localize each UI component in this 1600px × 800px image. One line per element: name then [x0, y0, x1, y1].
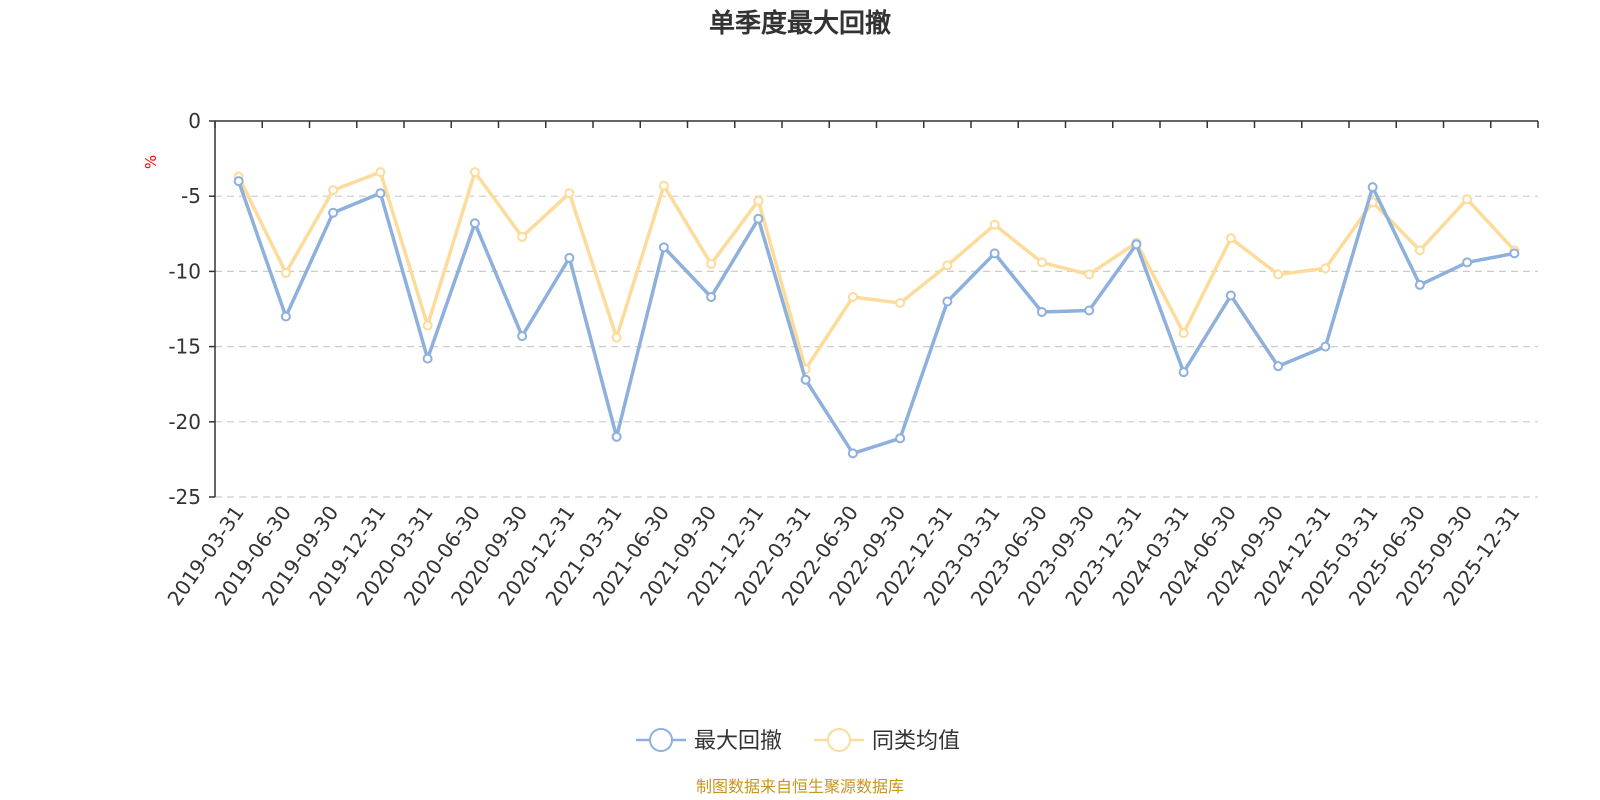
grid-lines	[215, 195, 1538, 498]
data-point[interactable]	[611, 431, 622, 442]
series-lines	[233, 167, 1520, 459]
y-tick-label: -5	[181, 184, 201, 208]
y-tick-label: -25	[168, 485, 201, 509]
data-point[interactable]	[706, 258, 717, 269]
data-point[interactable]	[1273, 269, 1284, 280]
legend-label: 最大回撤	[694, 729, 782, 754]
data-point[interactable]	[753, 213, 764, 224]
data-point[interactable]	[895, 433, 906, 444]
data-point[interactable]	[847, 448, 858, 459]
data-point[interactable]	[1178, 367, 1189, 378]
data-point[interactable]	[328, 207, 339, 218]
legend[interactable]: 最大回撤 同类均值	[636, 728, 960, 754]
y-tick-labels: 0 -5 -10 -15 -20 -25	[168, 109, 201, 509]
data-point[interactable]	[1320, 263, 1331, 274]
data-point[interactable]	[233, 176, 244, 187]
data-point[interactable]	[1036, 307, 1047, 318]
data-point[interactable]	[1225, 290, 1236, 301]
series-line	[236, 180, 1515, 456]
data-point[interactable]	[375, 167, 386, 178]
data-point[interactable]	[942, 260, 953, 271]
data-point[interactable]	[1131, 239, 1142, 250]
data-point[interactable]	[611, 332, 622, 343]
data-point[interactable]	[1414, 245, 1425, 256]
chart-title: 单季度最大回撤	[709, 8, 891, 39]
legend-circle-icon	[649, 728, 673, 752]
data-point[interactable]	[1225, 233, 1236, 244]
data-point[interactable]	[469, 167, 480, 178]
data-point[interactable]	[517, 231, 528, 242]
data-point[interactable]	[1414, 279, 1425, 290]
y-tick-label: 0	[188, 109, 201, 133]
data-point[interactable]	[895, 297, 906, 308]
series-line	[237, 170, 1516, 371]
y-tick-label: -10	[168, 259, 201, 283]
data-point[interactable]	[847, 291, 858, 302]
data-point[interactable]	[1320, 341, 1331, 352]
data-point[interactable]	[328, 185, 339, 196]
data-point[interactable]	[422, 320, 433, 331]
data-point[interactable]	[706, 291, 717, 302]
y-tick-label: -20	[168, 410, 201, 434]
data-point[interactable]	[1036, 257, 1047, 268]
data-point[interactable]	[989, 248, 1000, 259]
data-point[interactable]	[280, 267, 291, 278]
data-point[interactable]	[1273, 361, 1284, 372]
legend-item-max-drawdown[interactable]: 最大回撤	[636, 728, 782, 754]
data-point[interactable]	[469, 218, 480, 229]
y-tick-label: -15	[168, 335, 201, 359]
data-point[interactable]	[375, 188, 386, 199]
data-point[interactable]	[658, 242, 669, 253]
legend-label: 同类均值	[872, 729, 960, 754]
data-point[interactable]	[658, 180, 669, 191]
data-point[interactable]	[1084, 269, 1095, 280]
source-note: 制图数据来自恒生聚源数据库	[696, 777, 904, 796]
data-point[interactable]	[942, 296, 953, 307]
data-point[interactable]	[1367, 182, 1378, 193]
data-point[interactable]	[1509, 248, 1520, 259]
legend-item-peer-average[interactable]: 同类均值	[814, 728, 960, 754]
legend-circle-icon	[827, 728, 851, 752]
data-point[interactable]	[280, 311, 291, 322]
data-point[interactable]	[753, 195, 764, 206]
data-point[interactable]	[1178, 328, 1189, 339]
data-point[interactable]	[564, 252, 575, 263]
data-point[interactable]	[1084, 305, 1095, 316]
x-tick-labels: 2019-03-312019-06-302019-09-302019-12-31…	[162, 501, 1524, 610]
series-peer-average	[233, 167, 1520, 375]
data-point[interactable]	[517, 331, 528, 342]
data-point[interactable]	[1462, 257, 1473, 268]
data-point[interactable]	[564, 188, 575, 199]
axes	[209, 120, 1539, 498]
data-point[interactable]	[800, 374, 811, 385]
data-point[interactable]	[989, 219, 1000, 230]
data-point[interactable]	[422, 353, 433, 364]
data-point[interactable]	[1462, 194, 1473, 205]
series-max-drawdown	[233, 176, 1520, 459]
y-axis-unit: %	[142, 155, 160, 169]
